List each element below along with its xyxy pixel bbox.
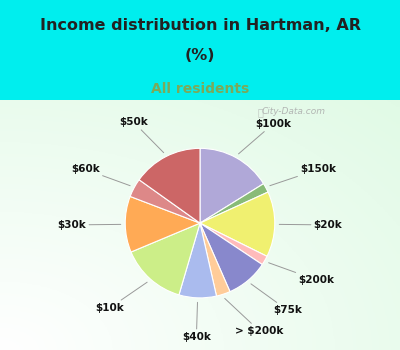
Wedge shape (130, 180, 200, 223)
Text: $150k: $150k (270, 164, 336, 186)
Wedge shape (139, 148, 200, 223)
Text: All residents: All residents (151, 82, 249, 96)
Text: (%): (%) (185, 48, 215, 63)
Text: $60k: $60k (71, 164, 130, 186)
Text: $10k: $10k (96, 282, 147, 313)
Wedge shape (200, 192, 275, 256)
Wedge shape (200, 184, 268, 223)
Text: City-Data.com: City-Data.com (262, 107, 326, 116)
Text: $200k: $200k (269, 263, 334, 285)
Wedge shape (200, 223, 267, 265)
Text: $75k: $75k (251, 284, 302, 315)
Text: $50k: $50k (119, 117, 164, 153)
Wedge shape (200, 223, 262, 292)
Wedge shape (125, 196, 200, 252)
Text: ⓘ: ⓘ (258, 107, 264, 117)
Text: $20k: $20k (279, 220, 342, 230)
Text: Income distribution in Hartman, AR: Income distribution in Hartman, AR (40, 18, 360, 33)
Text: $100k: $100k (238, 119, 291, 154)
Wedge shape (200, 148, 264, 223)
Wedge shape (131, 223, 200, 295)
Wedge shape (179, 223, 216, 298)
Text: $40k: $40k (182, 302, 211, 342)
Text: $30k: $30k (58, 220, 121, 230)
Text: > $200k: > $200k (225, 299, 284, 336)
Wedge shape (200, 223, 230, 296)
